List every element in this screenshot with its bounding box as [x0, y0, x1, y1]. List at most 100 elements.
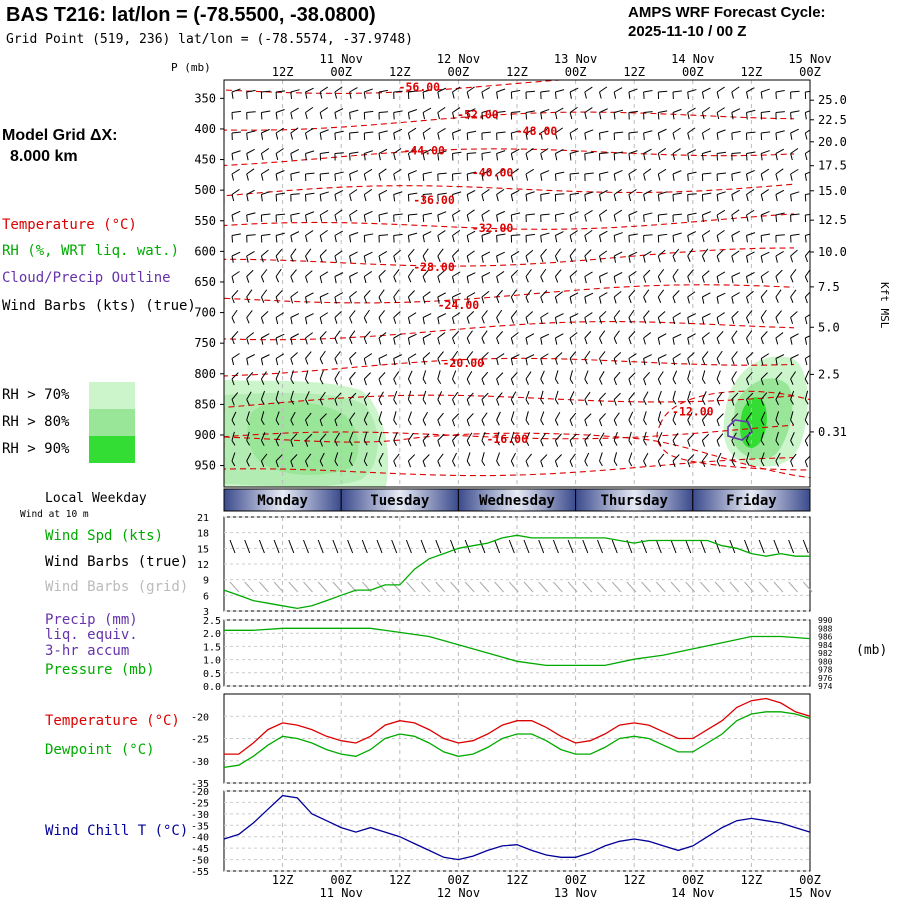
wind-barb-feather: [716, 317, 720, 325]
wind-barb-feather: [437, 255, 441, 262]
legend-wind-barbs: Wind Barbs (kts) (true): [2, 298, 196, 314]
wind-barb-feather: [599, 173, 601, 181]
wind-barb: [702, 172, 712, 175]
wind-barb-feather: [437, 153, 440, 161]
wind-barb-feather: [466, 296, 470, 304]
wind-barb-feather: [804, 460, 808, 468]
wind-barb: [422, 291, 431, 298]
wind-barb: [407, 390, 412, 400]
wind-barb-feather: [510, 460, 515, 467]
wind-barb: [761, 110, 771, 113]
wind-barb: [790, 390, 795, 400]
wind-barb: [569, 292, 579, 298]
wind-barb: [599, 351, 606, 359]
top-time-tick-label: 00Z: [682, 65, 704, 79]
temperature-line: [224, 697, 811, 755]
wind-barb-feather: [613, 460, 618, 467]
wind-barb: [422, 127, 431, 134]
wind-barb-feather: [554, 276, 559, 283]
wind-barb-feather: [613, 399, 617, 406]
wind-barb: [761, 150, 770, 154]
wind-barb: [349, 330, 356, 339]
wind-barb: [305, 270, 313, 277]
wind-barb: [569, 248, 576, 257]
wind-barb-feather: [569, 419, 573, 427]
wind-barb: [319, 229, 328, 236]
wind-barb: [378, 391, 384, 400]
wind-barb-feather: [319, 276, 323, 284]
wind-barb-feather: [790, 317, 794, 324]
wind-barb: [540, 454, 548, 462]
wind-barb-feather: [775, 153, 778, 161]
wind-barb: [628, 270, 637, 277]
surface-wind-barb: [273, 539, 280, 554]
wind-barb-feather: [231, 399, 235, 406]
wind-barb: [364, 150, 374, 154]
wind-barb-feather: [275, 173, 278, 181]
temperature-contour-label: -20.00: [443, 356, 485, 370]
wind-barb-feather: [731, 317, 735, 324]
wind-barb-feather: [334, 399, 338, 406]
wind-barb: [466, 351, 474, 359]
wind-barb-feather: [407, 173, 411, 181]
wind-barb: [672, 248, 680, 257]
temperature-contour: [224, 357, 795, 378]
wind-barb-feather: [672, 112, 675, 120]
wind-barb-feather: [525, 419, 530, 426]
wind-barb: [378, 354, 388, 359]
wind-barb: [658, 213, 668, 216]
surface-wind-barb: [773, 539, 780, 554]
wind-barb-feather: [334, 337, 338, 344]
wind-barb-feather: [687, 440, 691, 447]
wind-barb-feather: [775, 276, 779, 283]
wind-barb: [437, 211, 447, 216]
wind-barb-feather: [466, 358, 471, 365]
wind-barb: [687, 352, 695, 359]
wind-barb-feather: [701, 276, 705, 283]
wind-barb: [305, 453, 312, 462]
wind-barb-feather: [452, 358, 456, 365]
precip-tick-label: 1.5: [203, 642, 221, 653]
wind-barb: [716, 249, 724, 257]
wind-barb-feather: [510, 358, 514, 366]
wind-barb: [790, 110, 800, 113]
pressure-tick-label: 900: [194, 428, 216, 442]
wind-barb: [790, 191, 800, 195]
wind-barb-feather: [305, 132, 308, 140]
wind-barb: [231, 330, 239, 339]
wind-barb: [510, 391, 517, 400]
wind-barb-feather: [687, 173, 689, 181]
wind-barb-feather: [422, 235, 425, 243]
wind-barb-feather: [275, 358, 279, 366]
wind-barb-feather: [525, 296, 529, 303]
surface-wind-barb: [405, 539, 412, 554]
wind-barb: [687, 212, 697, 216]
wind-barb: [672, 411, 677, 421]
surface-wind-barb: [670, 539, 677, 554]
bottom-time-tick-label: 00Z: [682, 873, 704, 887]
wind-barb: [540, 108, 550, 113]
wind-speed-tick-label: 21: [197, 513, 209, 524]
wind-barb-feather: [290, 419, 294, 426]
wind-barb: [599, 330, 606, 339]
wind-barb: [231, 88, 241, 93]
wind-barb-feather: [510, 317, 515, 324]
wind-barb: [275, 454, 283, 462]
wind-barb: [246, 289, 253, 298]
wind-barb-feather: [731, 194, 734, 202]
wind-barb: [643, 111, 653, 113]
wind-barb: [305, 391, 310, 400]
pressure-tick-label: 350: [194, 91, 216, 105]
wind-barb-feather: [716, 337, 720, 345]
wind-barb-feather: [452, 440, 456, 447]
wind-barb: [760, 411, 766, 421]
wind-barb-feather: [246, 337, 250, 345]
wind-barb: [643, 189, 652, 195]
wind-barb: [378, 251, 388, 257]
pressure-tick-label: 700: [194, 306, 216, 320]
wind-barb: [290, 193, 300, 195]
wind-barb: [275, 127, 284, 134]
temperature-contour: [224, 424, 795, 448]
wind-barb-feather: [246, 440, 251, 446]
wind-barb-feather: [246, 276, 250, 283]
